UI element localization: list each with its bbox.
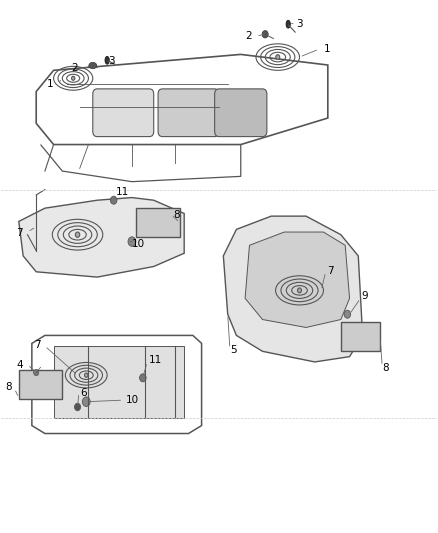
Bar xyxy=(136,208,180,237)
FancyBboxPatch shape xyxy=(158,89,219,136)
Ellipse shape xyxy=(110,196,117,204)
Polygon shape xyxy=(53,346,184,418)
Ellipse shape xyxy=(297,288,301,293)
Text: 11: 11 xyxy=(148,356,162,365)
Text: 3: 3 xyxy=(296,19,303,29)
Text: 6: 6 xyxy=(81,387,87,398)
Ellipse shape xyxy=(71,76,75,80)
Text: 10: 10 xyxy=(132,239,145,249)
Ellipse shape xyxy=(262,30,268,38)
Text: 7: 7 xyxy=(34,340,41,350)
Ellipse shape xyxy=(75,232,80,237)
Bar xyxy=(341,322,380,351)
Ellipse shape xyxy=(140,374,146,382)
Text: 5: 5 xyxy=(230,345,237,356)
Text: 9: 9 xyxy=(361,290,368,301)
FancyBboxPatch shape xyxy=(215,89,267,136)
Polygon shape xyxy=(19,198,184,277)
Text: 2: 2 xyxy=(245,31,252,41)
Ellipse shape xyxy=(276,55,280,60)
Ellipse shape xyxy=(344,310,351,318)
Ellipse shape xyxy=(85,373,88,377)
Text: 4: 4 xyxy=(17,360,23,369)
Text: 8: 8 xyxy=(6,382,12,392)
Ellipse shape xyxy=(89,62,97,69)
Text: 2: 2 xyxy=(71,63,78,72)
Text: 7: 7 xyxy=(327,266,334,276)
Ellipse shape xyxy=(105,56,110,64)
FancyBboxPatch shape xyxy=(93,89,154,136)
Text: 1: 1 xyxy=(323,44,330,54)
Ellipse shape xyxy=(34,369,39,376)
Text: 8: 8 xyxy=(173,209,180,220)
Bar xyxy=(19,370,62,399)
Ellipse shape xyxy=(82,397,90,407)
Text: 7: 7 xyxy=(17,228,23,238)
Text: 10: 10 xyxy=(125,395,138,405)
Ellipse shape xyxy=(74,403,81,411)
Polygon shape xyxy=(223,216,363,362)
Ellipse shape xyxy=(286,20,290,28)
Text: 1: 1 xyxy=(47,78,53,88)
Polygon shape xyxy=(245,232,350,327)
Text: 8: 8 xyxy=(382,364,389,373)
Ellipse shape xyxy=(128,237,136,246)
Text: 11: 11 xyxy=(116,187,129,197)
Text: 3: 3 xyxy=(108,56,115,66)
